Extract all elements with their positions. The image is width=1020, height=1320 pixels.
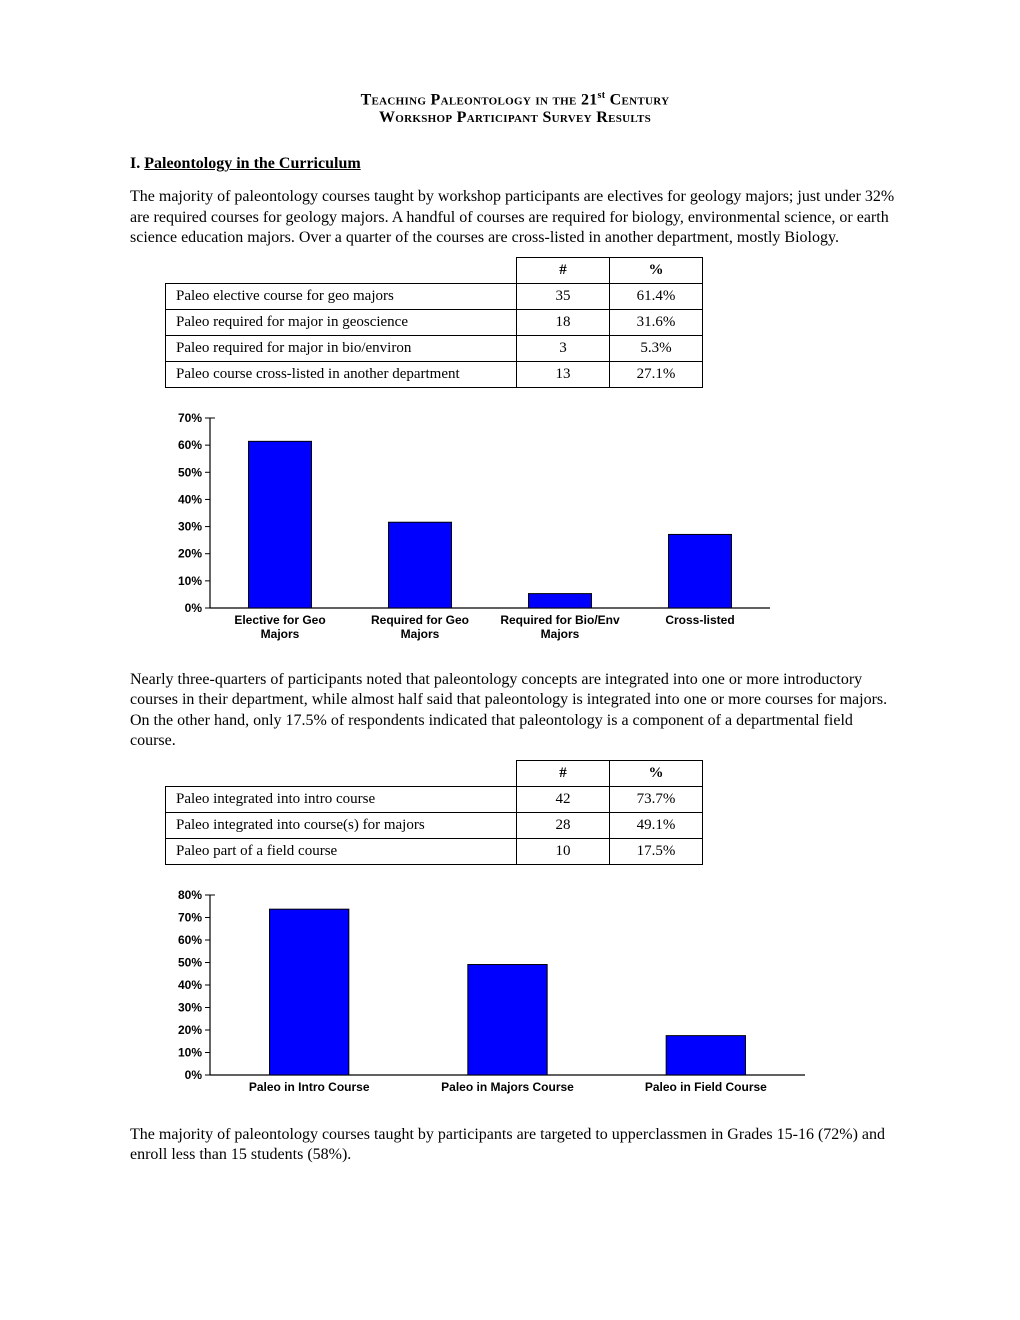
- svg-text:0%: 0%: [185, 1068, 203, 1082]
- svg-text:Required for Bio/Env: Required for Bio/Env: [500, 613, 620, 627]
- table-row: Paleo integrated into course(s) for majo…: [166, 812, 703, 838]
- table-2-head-blank: [166, 760, 517, 786]
- table-cell-num: 10: [517, 838, 610, 864]
- table-cell-pct: 5.3%: [610, 335, 703, 361]
- section-heading-prefix: I.: [130, 155, 144, 172]
- bar-chart: 0%10%20%30%40%50%60%70%Elective for GeoM…: [160, 412, 780, 648]
- table-2-body: Paleo integrated into intro course4273.7…: [166, 786, 703, 864]
- table-row: Paleo part of a field course1017.5%: [166, 838, 703, 864]
- svg-text:40%: 40%: [178, 978, 202, 992]
- table-cell-num: 35: [517, 283, 610, 309]
- svg-text:30%: 30%: [178, 519, 202, 533]
- svg-text:Cross-listed: Cross-listed: [665, 613, 734, 627]
- svg-text:50%: 50%: [178, 955, 202, 969]
- table-cell-num: 18: [517, 309, 610, 335]
- table-2: # % Paleo integrated into intro course42…: [165, 760, 703, 865]
- svg-text:10%: 10%: [178, 1045, 202, 1059]
- chart-bar: [270, 909, 349, 1075]
- svg-text:80%: 80%: [178, 889, 202, 902]
- table-cell-num: 42: [517, 786, 610, 812]
- table-row: Paleo course cross-listed in another dep…: [166, 361, 703, 387]
- svg-text:Paleo in Intro Course: Paleo in Intro Course: [249, 1080, 370, 1094]
- svg-text:Paleo in Majors Course: Paleo in Majors Course: [441, 1080, 574, 1094]
- table-cell-label: Paleo required for major in bio/environ: [166, 335, 517, 361]
- table-2-head-pct: %: [610, 760, 703, 786]
- table-row: Paleo elective course for geo majors3561…: [166, 283, 703, 309]
- title-1b: Century: [605, 91, 669, 108]
- svg-text:Paleo in Field Course: Paleo in Field Course: [645, 1080, 767, 1094]
- table-cell-pct: 31.6%: [610, 309, 703, 335]
- table-row: Paleo integrated into intro course4273.7…: [166, 786, 703, 812]
- table-1-head-blank: [166, 257, 517, 283]
- table-1-body: Paleo elective course for geo majors3561…: [166, 283, 703, 387]
- table-cell-label: Paleo course cross-listed in another dep…: [166, 361, 517, 387]
- svg-text:30%: 30%: [178, 1000, 202, 1014]
- doc-title: Teaching Paleontology in the 21st Centur…: [130, 90, 900, 127]
- paragraph-3: The majority of paleontology courses tau…: [130, 1125, 900, 1166]
- svg-text:Majors: Majors: [401, 627, 440, 641]
- paragraph-2: Nearly three-quarters of participants no…: [130, 670, 900, 752]
- chart-2: 0% 10% 20% 30% 40% 50% 60% 70% 80% Paleo in Intro…: [160, 889, 900, 1103]
- table-cell-label: Paleo required for major in geoscience: [166, 309, 517, 335]
- title-1a: Teaching Paleontology in the 21: [361, 91, 598, 108]
- table-cell-label: Paleo integrated into intro course: [166, 786, 517, 812]
- chart-bar: [666, 1035, 745, 1074]
- section-heading-text: Paleontology in the Curriculum: [144, 155, 360, 172]
- chart-bar: [389, 522, 452, 608]
- chart-bar: [468, 964, 547, 1074]
- svg-text:70%: 70%: [178, 910, 202, 924]
- svg-text:50%: 50%: [178, 465, 202, 479]
- table-2-head-num: #: [517, 760, 610, 786]
- title-line-1: Teaching Paleontology in the 21st Centur…: [130, 90, 900, 109]
- table-cell-label: Paleo elective course for geo majors: [166, 283, 517, 309]
- table-cell-label: Paleo integrated into course(s) for majo…: [166, 812, 517, 838]
- table-cell-pct: 27.1%: [610, 361, 703, 387]
- svg-text:10%: 10%: [178, 574, 202, 588]
- svg-text:Majors: Majors: [261, 627, 300, 641]
- section-heading: I. Paleontology in the Curriculum: [130, 155, 900, 173]
- table-row: Paleo required for major in bio/environ3…: [166, 335, 703, 361]
- table-cell-num: 3: [517, 335, 610, 361]
- chart-bar: [249, 441, 312, 608]
- svg-text:Elective for Geo: Elective for Geo: [234, 613, 325, 627]
- table-cell-pct: 49.1%: [610, 812, 703, 838]
- chart-bar: [669, 534, 732, 608]
- table-cell-pct: 73.7%: [610, 786, 703, 812]
- table-1: # % Paleo elective course for geo majors…: [165, 257, 703, 388]
- chart-1: 0%10%20%30%40%50%60%70%Elective for GeoM…: [160, 412, 900, 648]
- svg-text:20%: 20%: [178, 1023, 202, 1037]
- table-row: Paleo required for major in geoscience18…: [166, 309, 703, 335]
- table-cell-pct: 17.5%: [610, 838, 703, 864]
- title-line-2: Workshop Participant Survey Results: [130, 109, 900, 127]
- svg-text:0%: 0%: [185, 601, 203, 615]
- svg-text:60%: 60%: [178, 933, 202, 947]
- table-cell-label: Paleo part of a field course: [166, 838, 517, 864]
- svg-text:40%: 40%: [178, 492, 202, 506]
- table-cell-num: 13: [517, 361, 610, 387]
- table-1-head-num: #: [517, 257, 610, 283]
- svg-text:Majors: Majors: [541, 627, 580, 641]
- paragraph-1: The majority of paleontology courses tau…: [130, 187, 900, 248]
- table-1-head-pct: %: [610, 257, 703, 283]
- svg-text:20%: 20%: [178, 546, 202, 560]
- table-cell-num: 28: [517, 812, 610, 838]
- bar-chart: 0% 10% 20% 30% 40% 50% 60% 70% 80% Paleo in Intro…: [160, 889, 815, 1103]
- table-cell-pct: 61.4%: [610, 283, 703, 309]
- chart-bar: [529, 593, 592, 607]
- svg-text:60%: 60%: [178, 438, 202, 452]
- svg-text:70%: 70%: [178, 412, 202, 425]
- svg-text:Required for Geo: Required for Geo: [371, 613, 469, 627]
